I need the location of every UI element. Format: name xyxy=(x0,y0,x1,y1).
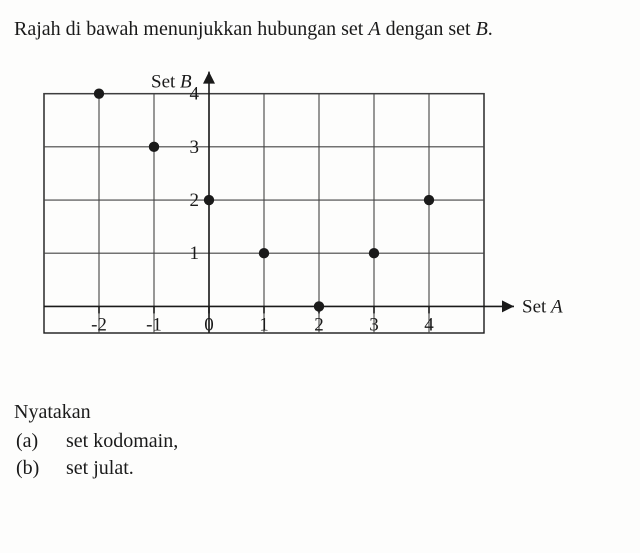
parts-list: (a) set kodomain, (b) set julat. xyxy=(14,430,626,480)
y-axis-arrow xyxy=(203,72,215,84)
q-setA: A xyxy=(368,18,380,40)
chart-svg: -2-1012341234Set BSet A xyxy=(14,53,594,383)
data-point xyxy=(424,195,434,205)
q-suffix: . xyxy=(488,18,493,40)
x-tick-label: 2 xyxy=(314,314,324,335)
x-tick-label: 0 xyxy=(204,314,214,335)
part-b: (b) set julat. xyxy=(14,457,626,480)
prompt-text: Nyatakan xyxy=(14,401,626,424)
data-point xyxy=(94,88,104,98)
y-tick-label: 3 xyxy=(190,137,200,158)
y-axis-label: Set B xyxy=(151,72,192,93)
x-tick-label: -2 xyxy=(91,314,107,335)
x-axis-arrow xyxy=(502,300,514,312)
relation-chart: -2-1012341234Set BSet A xyxy=(14,53,594,383)
q-setB: B xyxy=(476,18,488,40)
x-tick-label: 3 xyxy=(369,314,379,335)
data-point xyxy=(204,195,214,205)
part-a: (a) set kodomain, xyxy=(14,430,626,453)
part-text: set julat. xyxy=(66,457,134,480)
data-point xyxy=(314,301,324,311)
question-text: Rajah di bawah menunjukkan hubungan set … xyxy=(14,18,626,41)
x-tick-label: -1 xyxy=(146,314,162,335)
x-axis-label: Set A xyxy=(522,296,563,317)
x-tick-label: 1 xyxy=(259,314,269,335)
y-tick-label: 2 xyxy=(190,190,200,211)
q-prefix: Rajah di bawah menunjukkan hubungan set xyxy=(14,18,368,40)
part-label: (a) xyxy=(16,430,50,453)
q-middle: dengan set xyxy=(381,18,476,40)
x-tick-label: 4 xyxy=(424,314,434,335)
part-label: (b) xyxy=(16,457,50,480)
y-tick-label: 1 xyxy=(190,243,200,264)
data-point xyxy=(149,142,159,152)
data-point xyxy=(259,248,269,258)
part-text: set kodomain, xyxy=(66,430,178,453)
data-point xyxy=(369,248,379,258)
